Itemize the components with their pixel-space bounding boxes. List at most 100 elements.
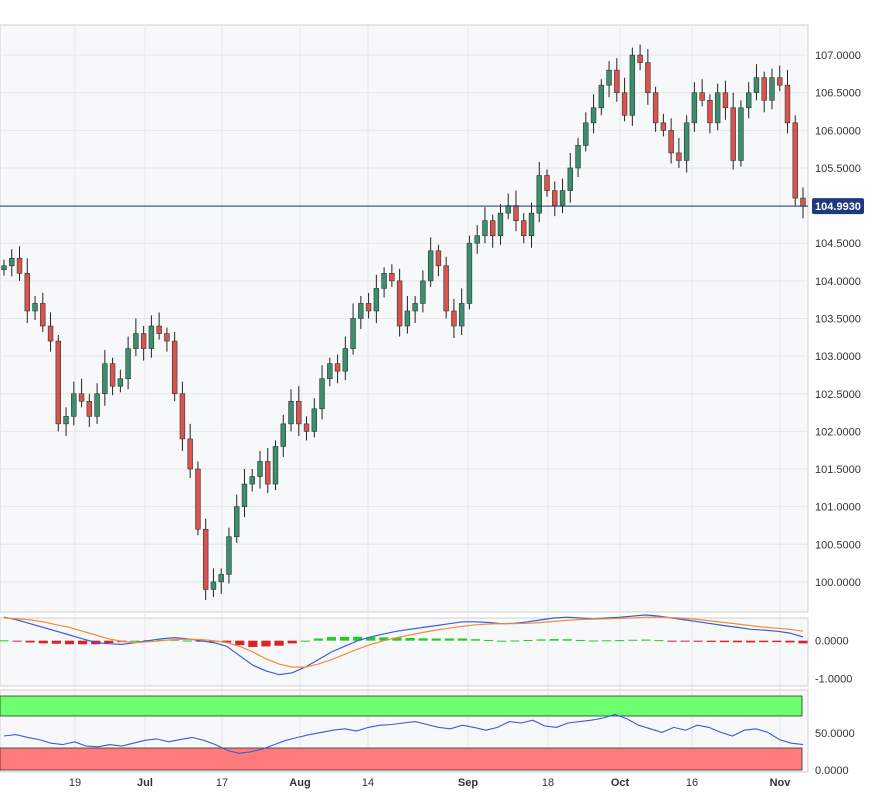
- candle-body: [140, 333, 147, 349]
- candle-body: [559, 190, 566, 206]
- x-tick-label: 18: [542, 777, 554, 789]
- macd-histogram-bar: [25, 640, 35, 643]
- macd-histogram-bar: [366, 637, 376, 641]
- candle-body: [303, 423, 310, 432]
- candle-body: [296, 400, 302, 425]
- candle-body: [738, 107, 744, 161]
- macd-histogram-bar: [549, 639, 559, 641]
- candle-body: [55, 340, 62, 425]
- macd-histogram-bar: [104, 640, 114, 644]
- x-tick-label: Sep: [458, 777, 478, 789]
- candle-body: [63, 416, 69, 425]
- candle-body: [606, 69, 612, 86]
- candle-body: [24, 273, 30, 312]
- candle-body: [730, 107, 736, 161]
- price-tick-label: 102.0000: [815, 426, 861, 438]
- candle-body: [614, 69, 620, 94]
- candle-body: [117, 378, 124, 387]
- candle-body: [420, 280, 426, 304]
- price-tick-label: 102.5000: [815, 389, 861, 401]
- price-tick-label: 100.5000: [815, 539, 861, 551]
- macd-histogram-bar: [418, 638, 428, 641]
- candle-body: [474, 235, 480, 244]
- macd-histogram-bar: [719, 640, 729, 643]
- macd-histogram-bar: [78, 640, 88, 645]
- candle-body: [358, 303, 364, 319]
- macd-histogram-bar: [235, 640, 245, 646]
- macd-histogram-bar: [130, 640, 140, 642]
- macd-histogram-bar: [470, 639, 481, 641]
- candle-body: [621, 92, 628, 116]
- current-price-label: 104.9930: [815, 201, 861, 213]
- macd-histogram-bar: [353, 636, 363, 641]
- candle-body: [668, 130, 674, 154]
- macd-histogram-bar: [182, 640, 192, 642]
- x-tick-label: 19: [69, 777, 81, 789]
- macd-histogram-bar: [575, 639, 585, 641]
- macd-histogram-bar: [405, 637, 415, 641]
- candle-body: [513, 205, 519, 221]
- candle-body: [691, 92, 698, 124]
- candle-body: [350, 318, 356, 349]
- candle-body: [210, 581, 217, 590]
- candle-body: [598, 84, 605, 109]
- price-tick-label: 100.0000: [815, 577, 861, 589]
- macd-histogram-bar: [431, 638, 441, 641]
- candle-body: [125, 348, 131, 380]
- candle-body: [342, 348, 349, 372]
- candle-body: [536, 175, 542, 214]
- candle-body: [365, 303, 372, 312]
- candle-body: [707, 99, 713, 124]
- candle-body: [381, 273, 387, 289]
- macd-histogram-bar: [379, 637, 389, 641]
- candle-body: [769, 77, 775, 101]
- candle-body: [311, 408, 317, 432]
- macd-histogram-bar: [732, 640, 743, 643]
- candle-body: [9, 257, 15, 267]
- rsi-oversold-zone: [0, 747, 803, 771]
- x-tick-label: 14: [362, 777, 374, 789]
- candle-body: [156, 325, 162, 334]
- candle-body: [404, 310, 411, 327]
- macd-pane: [0, 614, 808, 676]
- price-tick-label: 104.5000: [815, 238, 861, 250]
- candle-body: [257, 461, 263, 477]
- candle-body: [249, 476, 255, 485]
- x-tick-label: 16: [686, 777, 698, 789]
- candle-body: [396, 280, 403, 327]
- candle-body: [784, 84, 791, 124]
- candle-body: [334, 363, 341, 372]
- candle-body: [435, 250, 442, 267]
- macd-histogram-bar: [222, 640, 232, 643]
- macd-histogram-bar: [38, 640, 48, 644]
- x-tick-label: Aug: [289, 777, 310, 789]
- candle-body: [544, 175, 550, 191]
- macd-histogram-bar: [654, 640, 664, 642]
- candle-body: [699, 92, 705, 101]
- candle-body: [714, 92, 721, 124]
- macd-tick-label: 0.0000: [815, 636, 849, 648]
- price-tick-label: 101.5000: [815, 464, 861, 476]
- candle-body: [412, 303, 418, 312]
- candle-body: [327, 363, 333, 380]
- x-tick-label: Nov: [770, 777, 792, 789]
- macd-histogram-bar: [510, 640, 520, 642]
- candle-body: [637, 54, 643, 63]
- candle-body: [505, 205, 511, 214]
- candle-body: [78, 393, 85, 402]
- candle-body: [373, 288, 380, 312]
- macd-histogram-bar: [523, 639, 533, 641]
- price-tick-label: 103.5000: [815, 314, 861, 326]
- candle-body: [187, 438, 193, 470]
- candle-body: [676, 152, 682, 161]
- price-tick-label: 106.0000: [815, 125, 861, 137]
- macd-histogram-bar: [785, 640, 795, 643]
- candle-body: [195, 468, 201, 530]
- candle-body: [777, 77, 783, 86]
- candle-body: [567, 167, 573, 191]
- macd-histogram-bar: [562, 639, 572, 641]
- macd-histogram-bar: [64, 640, 75, 645]
- macd-histogram-bar: [313, 638, 323, 641]
- candle-body: [71, 393, 77, 417]
- candle-body: [590, 107, 597, 124]
